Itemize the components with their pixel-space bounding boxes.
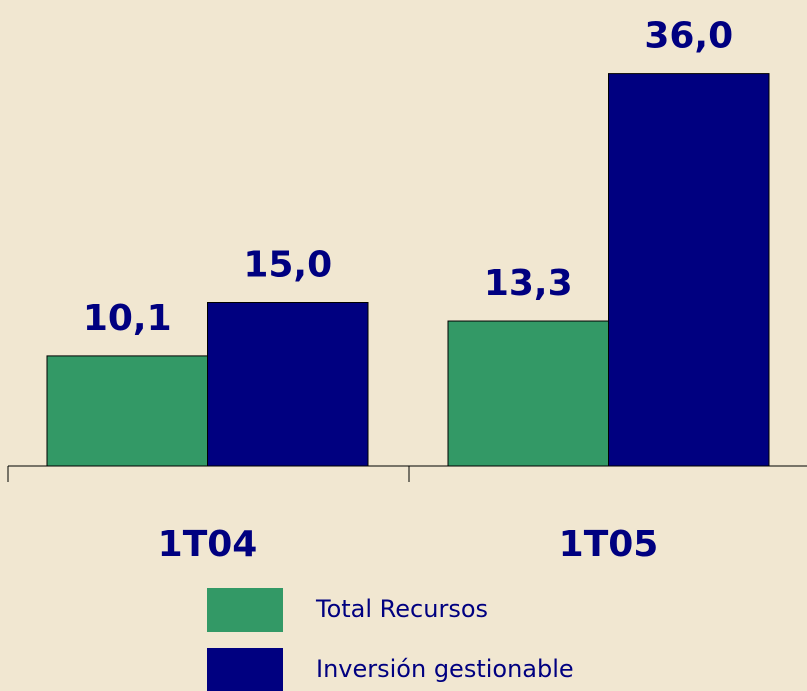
value-label: 15,0 — [243, 245, 332, 286]
legend-label: Inversión gestionable — [316, 655, 574, 683]
bar — [447, 320, 609, 467]
legend-swatch — [207, 588, 283, 632]
x-tick-label: 1T05 — [559, 524, 659, 565]
bar — [46, 355, 208, 467]
bar — [207, 302, 369, 467]
legend-swatch — [207, 648, 283, 691]
bar — [608, 73, 770, 467]
value-label: 36,0 — [644, 16, 733, 57]
legend-label: Total Recursos — [315, 595, 488, 623]
value-label: 10,1 — [83, 298, 172, 339]
value-label: 13,3 — [484, 263, 573, 304]
x-tick-label: 1T04 — [158, 524, 258, 565]
